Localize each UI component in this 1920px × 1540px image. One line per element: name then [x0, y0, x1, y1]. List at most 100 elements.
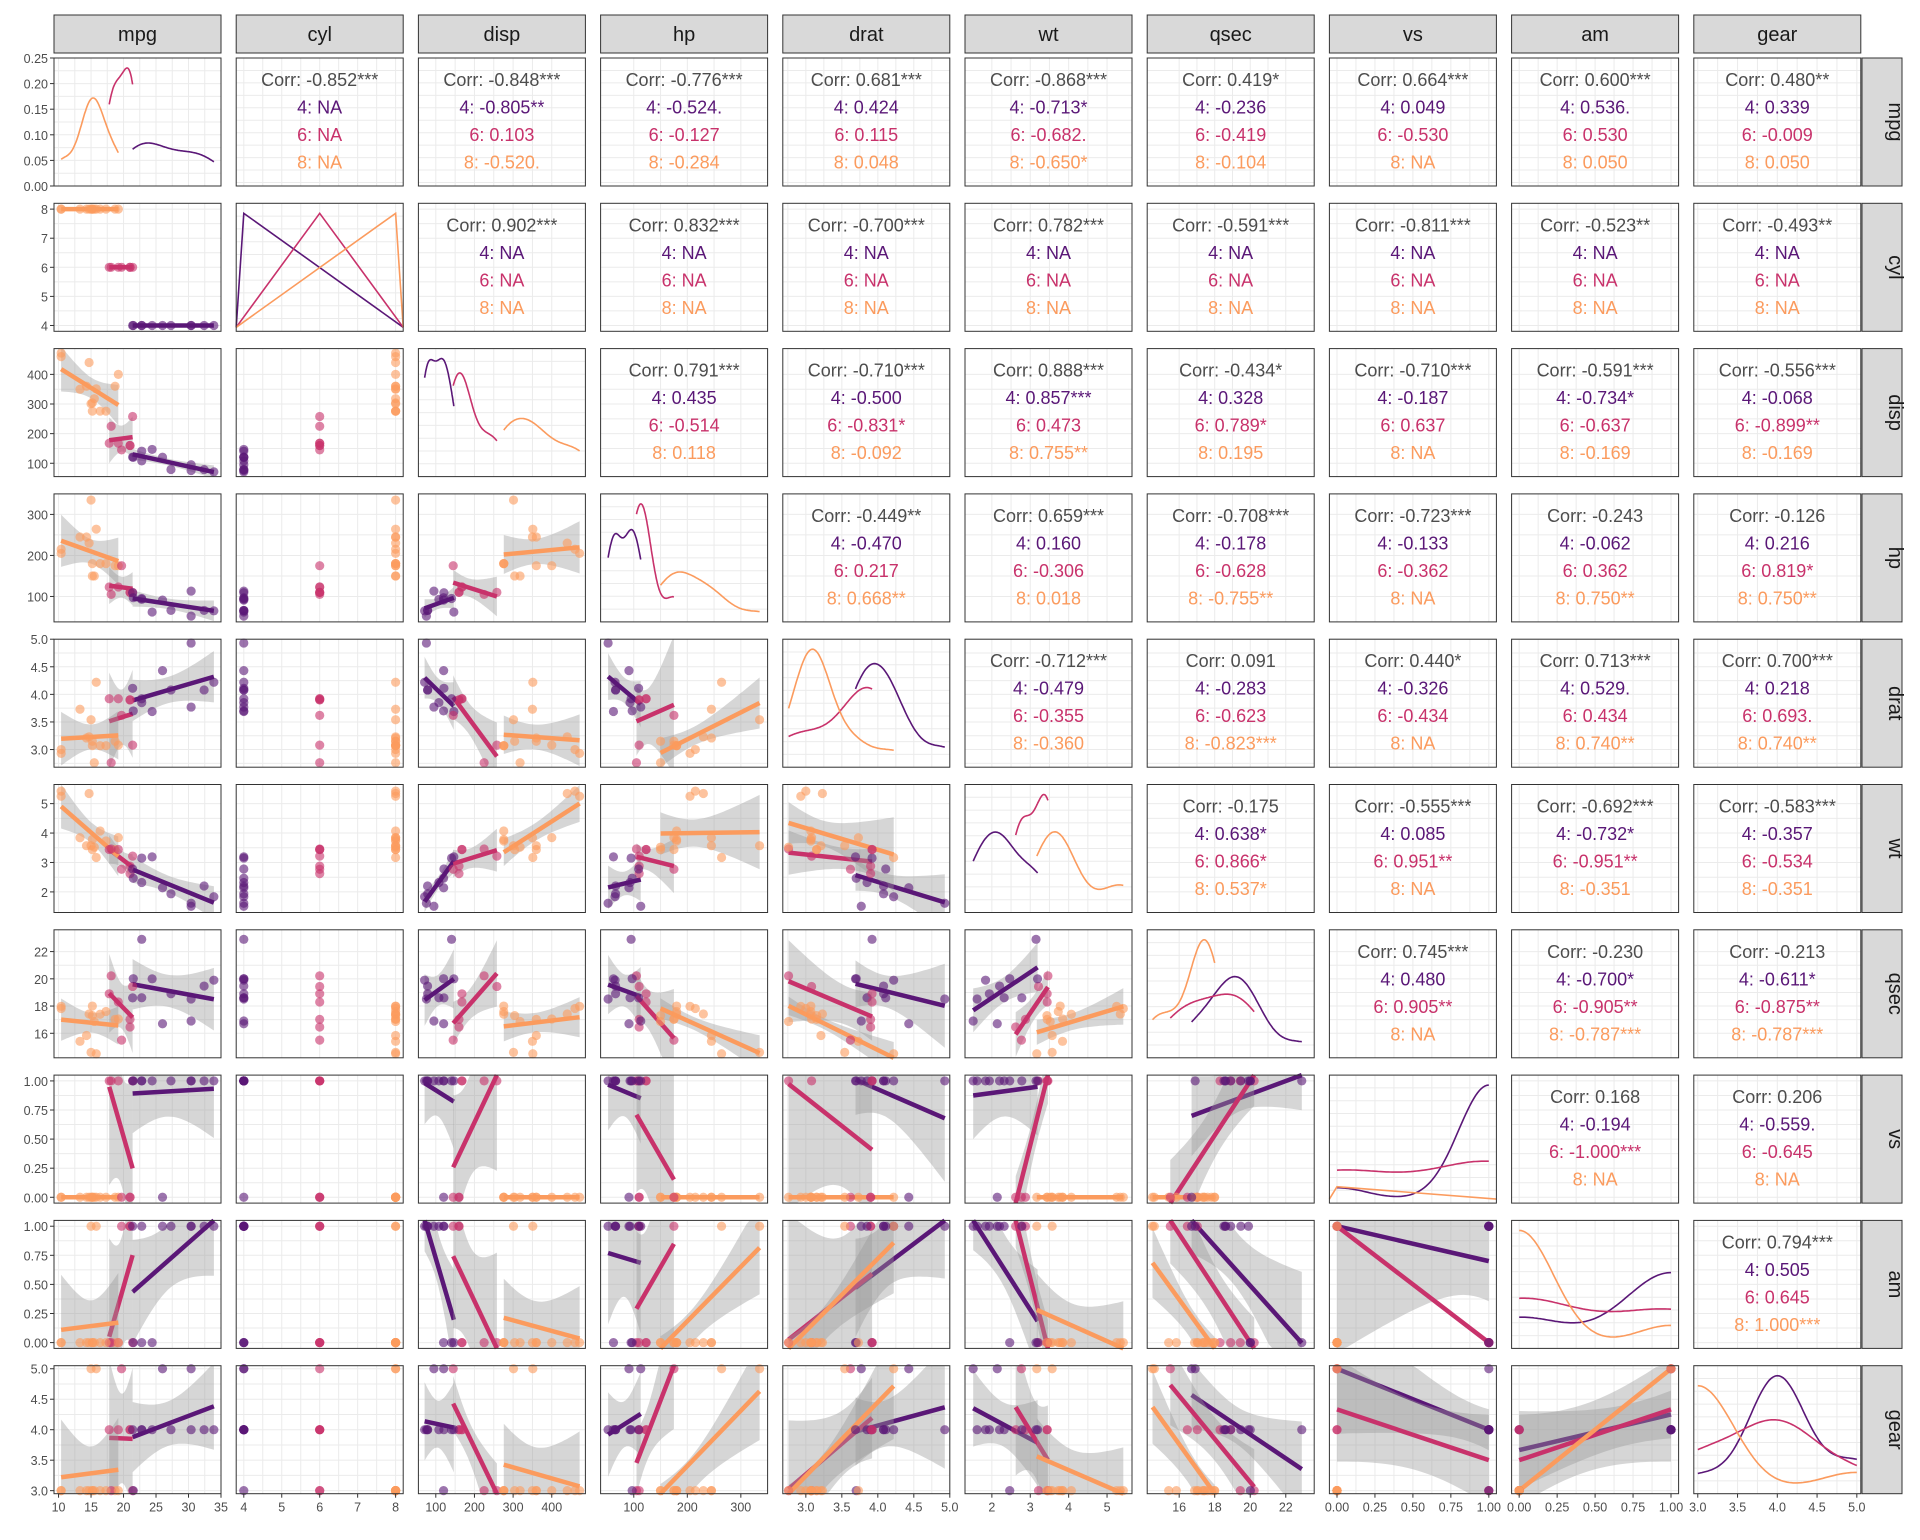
point-cyl8 [86, 715, 96, 725]
point-cyl4 [239, 460, 249, 470]
corr-group-8: 8: -0.650* [1009, 153, 1087, 173]
fit-line-cyl6 [1336, 1407, 1490, 1463]
corr-group-4: 4: NA [1390, 243, 1435, 263]
panel-am-qsec [1146, 1218, 1315, 1350]
point-cyl4 [166, 989, 176, 999]
y-tick-label-hp: 100 [27, 590, 48, 604]
point-cyl8 [508, 1221, 519, 1231]
point-cyl8 [570, 1192, 580, 1202]
right-strip-gear [1861, 1365, 1903, 1495]
point-cyl6 [448, 710, 458, 720]
panel-border [1693, 202, 1862, 332]
top-strip-label-hp: hp [673, 24, 695, 46]
corr-group-4: 4: -0.713* [1009, 98, 1087, 118]
panel-wt-qsec: Corr: -0.175 4: 0.638* 6: 0.866* 8: 0.537* [1146, 784, 1315, 913]
panel-cyl-disp: Corr: 0.902*** 4: NA 6: NA 8: NA [417, 202, 586, 332]
panel-gear-drat [782, 1364, 951, 1496]
x-tick-label-am: 0.25 [1545, 1501, 1569, 1515]
point-cyl4 [1666, 1425, 1676, 1435]
panel-cyl-cyl [235, 202, 404, 332]
point-cyl8 [716, 1364, 727, 1374]
point-cyl4 [608, 706, 619, 717]
point-cyl6 [806, 851, 817, 861]
point-cyl4 [186, 460, 196, 470]
x-tick-label-am: 0.50 [1583, 1501, 1607, 1515]
point-cyl8 [527, 1036, 538, 1046]
fit-line-cyl4 [131, 867, 215, 905]
point-cyl8 [1058, 1486, 1068, 1496]
corr-group-8: 8: 0.050 [1563, 153, 1628, 173]
panel-border [782, 57, 951, 187]
point-cyl8 [816, 1030, 826, 1041]
x-tick-label-gear: 4.5 [1808, 1501, 1825, 1515]
corr-group-8: 8: -0.787*** [1549, 1024, 1641, 1044]
point-cyl6 [315, 1425, 325, 1435]
point-cyl4 [128, 588, 138, 598]
point-cyl6 [1235, 1486, 1245, 1496]
point-cyl4 [856, 901, 866, 911]
corr-group-4: 4: -0.559. [1739, 1115, 1815, 1135]
corr-overall: Corr: -0.230 [1547, 942, 1643, 962]
panel-bg [418, 58, 586, 186]
point-cyl8 [86, 841, 96, 851]
corr-group-8: 8: 0.195 [1198, 443, 1263, 463]
point-cyl4 [904, 1192, 914, 1202]
point-cyl6 [1226, 1337, 1236, 1348]
point-cyl8 [527, 1337, 538, 1348]
ci-ribbon-cyl8 [660, 677, 760, 768]
point-cyl8 [75, 532, 85, 542]
point-cyl4 [147, 320, 157, 331]
corr-group-4: 4: -0.178 [1195, 533, 1266, 553]
point-cyl4 [209, 975, 219, 985]
y-tick-label-cyl: 6 [41, 261, 48, 275]
ci-ribbon-cyl4 [1191, 1075, 1302, 1157]
ci-ribbon-cyl4 [132, 1365, 214, 1473]
ci-ribbon-cyl4 [855, 859, 945, 913]
point-cyl6 [106, 421, 116, 431]
point-cyl4 [239, 993, 249, 1003]
y-tick-label-vs: 0.50 [24, 1133, 48, 1147]
corr-group-6: 6: -0.905** [1553, 997, 1638, 1017]
panel-border [1328, 1074, 1497, 1204]
point-cyl8 [716, 677, 727, 687]
top-strip-label-vs: vs [1403, 24, 1423, 46]
point-cyl8 [531, 1014, 541, 1024]
point-cyl4 [627, 706, 637, 716]
point-cyl4 [137, 456, 147, 466]
corr-overall: Corr: 0.700*** [1722, 651, 1833, 671]
corr-overall: Corr: -0.708*** [1172, 506, 1289, 526]
point-cyl4 [1017, 993, 1027, 1003]
top-strip-label-gear: gear [1757, 24, 1797, 46]
point-cyl4 [439, 1192, 449, 1202]
panel-border [235, 1219, 404, 1349]
density-wt-cyl6 [1014, 793, 1049, 836]
point-cyl8 [56, 1192, 66, 1202]
point-cyl8 [570, 744, 580, 755]
corr-group-4: 4: 0.435 [652, 388, 717, 408]
y-tick-label-cyl: 4 [41, 319, 48, 333]
corr-group-4: 4: -0.524. [646, 98, 722, 118]
panel-mpg-mpg [53, 57, 222, 187]
point-cyl4 [636, 901, 646, 911]
density-qsec-cyl6 [1169, 993, 1255, 1019]
fit-line-cyl8 [503, 1014, 580, 1029]
panel-cyl-drat: Corr: -0.700*** 4: NA 6: NA 8: NA [782, 202, 951, 332]
corr-group-8: 8: NA [1755, 298, 1800, 318]
point-cyl4 [209, 677, 219, 687]
point-cyl8 [391, 833, 401, 843]
corr-group-8: 8: -0.360 [1013, 734, 1084, 754]
y-tick-label-cyl: 7 [41, 232, 48, 246]
point-cyl8 [806, 1192, 817, 1202]
point-cyl4 [889, 975, 899, 985]
corr-group-6: 6: NA [1208, 270, 1253, 290]
top-strip-label-drat: drat [849, 24, 884, 46]
point-cyl8 [690, 744, 700, 755]
corr-group-8: 8: NA [1390, 153, 1435, 173]
fit-line-cyl8 [786, 1241, 896, 1350]
point-cyl6 [315, 997, 325, 1007]
panel-border [1693, 1074, 1862, 1204]
point-cyl6 [1042, 1425, 1052, 1435]
point-cyl8 [391, 357, 401, 368]
panel-bg [965, 58, 1132, 186]
panel-border [1146, 1365, 1315, 1495]
